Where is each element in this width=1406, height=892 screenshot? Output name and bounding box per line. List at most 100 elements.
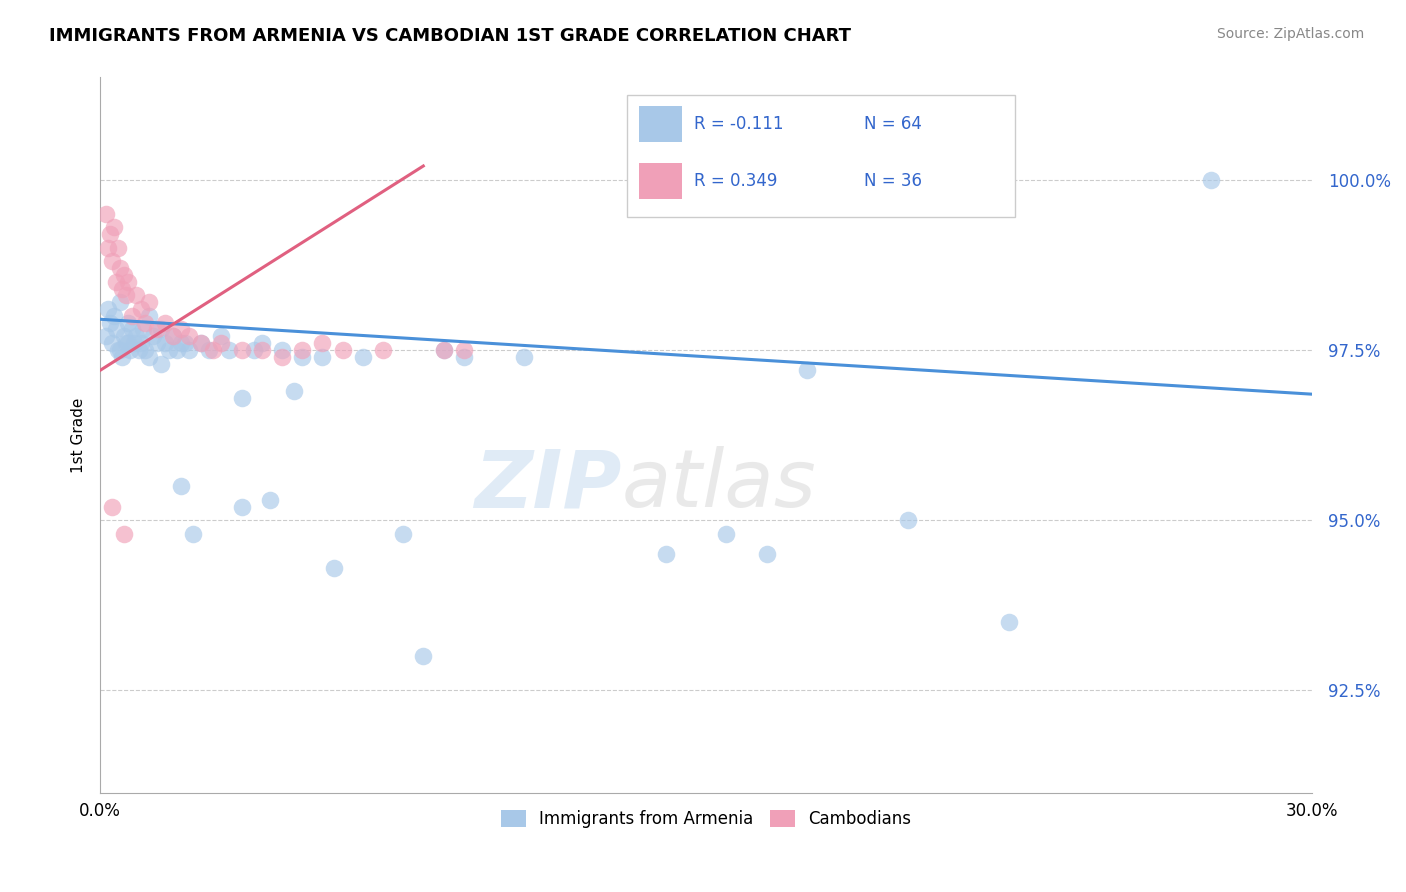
Point: [242, 343, 264, 357]
Point: [115, 336, 138, 351]
Bar: [640, 106, 682, 142]
Point: [101, 336, 124, 351]
Point: [107, 241, 129, 255]
Point: [166, 343, 188, 357]
Point: [432, 343, 454, 357]
Point: [110, 295, 132, 310]
Point: [134, 316, 156, 330]
Point: [120, 343, 142, 357]
Text: IMMIGRANTS FROM ARMENIA VS CAMBODIAN 1ST GRADE CORRELATION CHART: IMMIGRANTS FROM ARMENIA VS CAMBODIAN 1ST…: [49, 27, 851, 45]
Text: R = -0.111: R = -0.111: [695, 115, 783, 133]
Point: [112, 329, 135, 343]
Point: [157, 343, 180, 357]
Point: [231, 343, 253, 357]
Point: [121, 322, 143, 336]
Point: [897, 513, 920, 527]
Point: [170, 336, 193, 351]
Point: [110, 343, 132, 357]
Legend: Immigrants from Armenia, Cambodians: Immigrants from Armenia, Cambodians: [494, 803, 918, 834]
Point: [125, 329, 148, 343]
Point: [128, 343, 150, 357]
Point: [271, 343, 294, 357]
Point: [149, 357, 172, 371]
Point: [105, 275, 128, 289]
Point: [162, 329, 184, 343]
Point: [112, 268, 135, 282]
Point: [291, 350, 314, 364]
Point: [352, 350, 374, 364]
Point: [162, 329, 184, 343]
Point: [218, 343, 240, 357]
Point: [332, 343, 354, 357]
Text: ZIP: ZIP: [474, 446, 621, 524]
Point: [105, 322, 128, 336]
Point: [103, 220, 125, 235]
Point: [149, 322, 172, 336]
Point: [231, 500, 253, 514]
Point: [453, 350, 475, 364]
Point: [259, 492, 281, 507]
Point: [134, 343, 156, 357]
Point: [311, 336, 333, 351]
Y-axis label: 1st Grade: 1st Grade: [72, 397, 86, 473]
FancyBboxPatch shape: [627, 95, 1015, 217]
Point: [125, 288, 148, 302]
Point: [107, 343, 129, 357]
Point: [796, 363, 818, 377]
Text: Source: ZipAtlas.com: Source: ZipAtlas.com: [1216, 27, 1364, 41]
Point: [110, 261, 132, 276]
Point: [250, 336, 273, 351]
Point: [98, 227, 121, 241]
Point: [170, 322, 193, 336]
Text: N = 64: N = 64: [863, 115, 921, 133]
Point: [271, 350, 294, 364]
Point: [121, 309, 143, 323]
Point: [115, 288, 138, 302]
Point: [111, 350, 134, 364]
Bar: [640, 163, 682, 199]
Point: [97, 301, 120, 316]
Point: [177, 343, 200, 357]
Point: [190, 336, 212, 351]
Point: [453, 343, 475, 357]
Point: [129, 301, 152, 316]
Point: [98, 316, 121, 330]
Point: [138, 295, 160, 310]
Point: [174, 336, 197, 351]
Point: [138, 309, 160, 323]
Point: [97, 241, 120, 255]
Point: [129, 336, 152, 351]
Point: [198, 343, 221, 357]
Point: [432, 343, 454, 357]
Point: [371, 343, 394, 357]
Point: [124, 336, 146, 351]
Point: [96, 329, 118, 343]
Point: [117, 275, 139, 289]
Point: [145, 336, 167, 351]
Text: R = 0.349: R = 0.349: [695, 172, 778, 190]
Point: [117, 336, 139, 351]
Text: atlas: atlas: [621, 446, 815, 524]
Point: [755, 547, 778, 561]
Point: [654, 547, 676, 561]
Point: [101, 500, 124, 514]
Point: [283, 384, 305, 398]
Point: [101, 254, 124, 268]
Point: [138, 350, 160, 364]
Point: [96, 207, 118, 221]
Point: [181, 526, 204, 541]
Point: [311, 350, 333, 364]
Point: [209, 336, 232, 351]
Point: [998, 615, 1021, 630]
Point: [323, 561, 346, 575]
Point: [190, 336, 212, 351]
Point: [103, 309, 125, 323]
Point: [392, 526, 415, 541]
Point: [202, 343, 225, 357]
Point: [412, 649, 434, 664]
Point: [177, 329, 200, 343]
Point: [117, 316, 139, 330]
Point: [209, 329, 232, 343]
Point: [153, 316, 176, 330]
Point: [716, 526, 738, 541]
